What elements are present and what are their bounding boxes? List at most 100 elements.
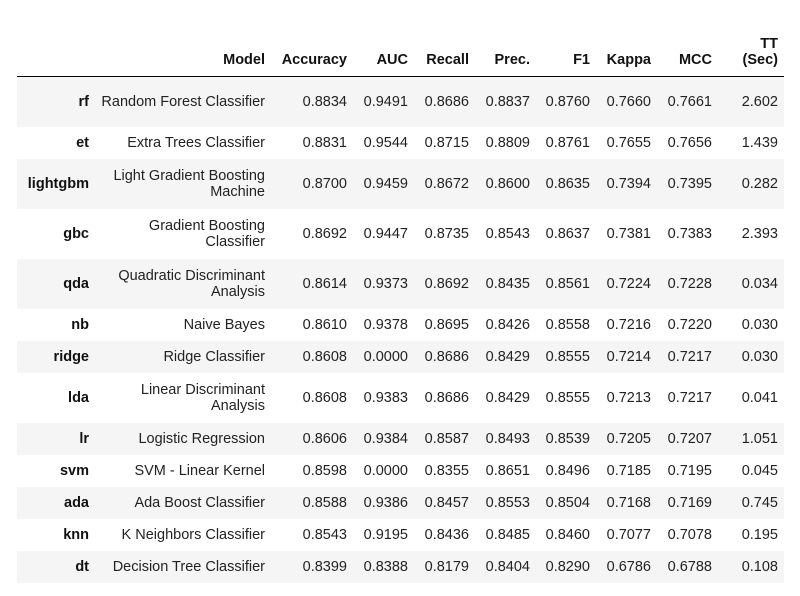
recall-cell: 0.8686 <box>424 93 469 110</box>
f1-cell: 0.8555 <box>545 348 590 365</box>
model-name-cell: Linear Discriminant Analysis <box>140 381 265 414</box>
auc-cell: 0.9384 <box>363 430 408 447</box>
prec-cell: 0.8404 <box>485 558 530 575</box>
header-model: Model <box>95 32 271 77</box>
tt-cell: 0.030 <box>741 348 778 365</box>
header-tt: TT (Sec) <box>718 32 784 77</box>
accuracy-cell: 0.8608 <box>302 389 347 406</box>
mcc-cell: 0.7078 <box>667 526 712 543</box>
recall-cell: 0.8179 <box>424 558 469 575</box>
table-row: lda Linear Discriminant Analysis 0.8608 … <box>17 372 784 423</box>
header-mcc: MCC <box>657 32 718 77</box>
table-row: ada Ada Boost Classifier 0.8588 0.9386 0… <box>17 486 784 519</box>
row-id: ada <box>64 494 89 511</box>
tt-cell: 0.282 <box>741 175 778 192</box>
table-row: qda Quadratic Discriminant Analysis 0.86… <box>17 258 784 309</box>
tt-cell: 1.051 <box>741 430 778 447</box>
f1-cell: 0.8760 <box>545 93 590 110</box>
kappa-cell: 0.7224 <box>606 275 651 292</box>
model-name-cell: Extra Trees Classifier <box>127 134 265 151</box>
accuracy-cell: 0.8834 <box>302 93 347 110</box>
mcc-cell: 0.7656 <box>667 134 712 151</box>
auc-cell: 0.9459 <box>363 175 408 192</box>
prec-cell: 0.8429 <box>485 348 530 365</box>
kappa-cell: 0.7394 <box>606 175 651 192</box>
tt-cell: 0.030 <box>741 316 778 333</box>
prec-cell: 0.8485 <box>485 526 530 543</box>
accuracy-cell: 0.8614 <box>302 275 347 292</box>
f1-cell: 0.8561 <box>545 275 590 292</box>
row-id: ridge <box>53 348 89 365</box>
recall-cell: 0.8695 <box>424 316 469 333</box>
header-row: Model Accuracy AUC Recall Prec. F1 Kappa… <box>17 32 784 77</box>
kappa-cell: 0.7168 <box>606 494 651 511</box>
recall-cell: 0.8686 <box>424 348 469 365</box>
kappa-cell: 0.6786 <box>606 558 651 575</box>
model-name-cell: Light Gradient Boosting Machine <box>113 167 265 200</box>
mcc-cell: 0.7195 <box>667 462 712 479</box>
row-id: nb <box>71 316 89 333</box>
table-row: knn K Neighbors Classifier 0.8543 0.9195… <box>17 518 784 551</box>
model-name-cell: Ridge Classifier <box>163 348 265 365</box>
prec-cell: 0.8429 <box>485 389 530 406</box>
header-index <box>17 32 95 77</box>
model-comparison-table-container: Model Accuracy AUC Recall Prec. F1 Kappa… <box>17 32 784 583</box>
prec-cell: 0.8600 <box>485 175 530 192</box>
tt-cell: 2.602 <box>741 93 778 110</box>
prec-cell: 0.8543 <box>485 225 530 242</box>
kappa-cell: 0.7185 <box>606 462 651 479</box>
recall-cell: 0.8457 <box>424 494 469 511</box>
header-kappa: Kappa <box>596 32 657 77</box>
tt-cell: 0.195 <box>741 526 778 543</box>
header-f1: F1 <box>536 32 596 77</box>
prec-cell: 0.8426 <box>485 316 530 333</box>
mcc-cell: 0.7217 <box>667 389 712 406</box>
accuracy-cell: 0.8606 <box>302 430 347 447</box>
row-id: lightgbm <box>27 175 89 192</box>
auc-cell: 0.9447 <box>363 225 408 242</box>
auc-cell: 0.9378 <box>363 316 408 333</box>
mcc-cell: 0.7395 <box>667 175 712 192</box>
recall-cell: 0.8672 <box>424 175 469 192</box>
accuracy-cell: 0.8588 <box>302 494 347 511</box>
accuracy-cell: 0.8598 <box>302 462 347 479</box>
table-row: nb Naive Bayes 0.8610 0.9378 0.8695 0.84… <box>17 308 784 341</box>
row-id: gbc <box>63 225 89 242</box>
kappa-cell: 0.7660 <box>606 93 651 110</box>
mcc-cell: 0.7228 <box>667 275 712 292</box>
f1-cell: 0.8504 <box>545 494 590 511</box>
f1-cell: 0.8290 <box>545 558 590 575</box>
tt-cell: 0.045 <box>741 462 778 479</box>
tt-cell: 0.034 <box>741 275 778 292</box>
f1-cell: 0.8637 <box>545 225 590 242</box>
row-id: dt <box>75 558 89 575</box>
model-name-cell: Quadratic Discriminant Analysis <box>118 267 265 300</box>
tt-cell: 0.041 <box>741 389 778 406</box>
prec-cell: 0.8837 <box>485 93 530 110</box>
accuracy-cell: 0.8692 <box>302 225 347 242</box>
kappa-cell: 0.7216 <box>606 316 651 333</box>
model-name-cell: Naive Bayes <box>183 316 265 333</box>
row-id: et <box>76 134 89 151</box>
auc-cell: 0.8388 <box>363 558 408 575</box>
kappa-cell: 0.7214 <box>606 348 651 365</box>
mcc-cell: 0.7169 <box>667 494 712 511</box>
auc-cell: 0.9383 <box>363 389 408 406</box>
f1-cell: 0.8460 <box>545 526 590 543</box>
mcc-cell: 0.7661 <box>667 93 712 110</box>
kappa-cell: 0.7213 <box>606 389 651 406</box>
mcc-cell: 0.7217 <box>667 348 712 365</box>
model-name-cell: Logistic Regression <box>138 430 265 447</box>
accuracy-cell: 0.8608 <box>302 348 347 365</box>
accuracy-cell: 0.8831 <box>302 134 347 151</box>
row-id: knn <box>63 526 89 543</box>
mcc-cell: 0.7383 <box>667 225 712 242</box>
tt-cell: 1.439 <box>741 134 778 151</box>
accuracy-cell: 0.8610 <box>302 316 347 333</box>
auc-cell: 0.9386 <box>363 494 408 511</box>
f1-cell: 0.8635 <box>545 175 590 192</box>
kappa-cell: 0.7205 <box>606 430 651 447</box>
row-id: lda <box>68 389 89 406</box>
recall-cell: 0.8686 <box>424 389 469 406</box>
f1-cell: 0.8555 <box>545 389 590 406</box>
